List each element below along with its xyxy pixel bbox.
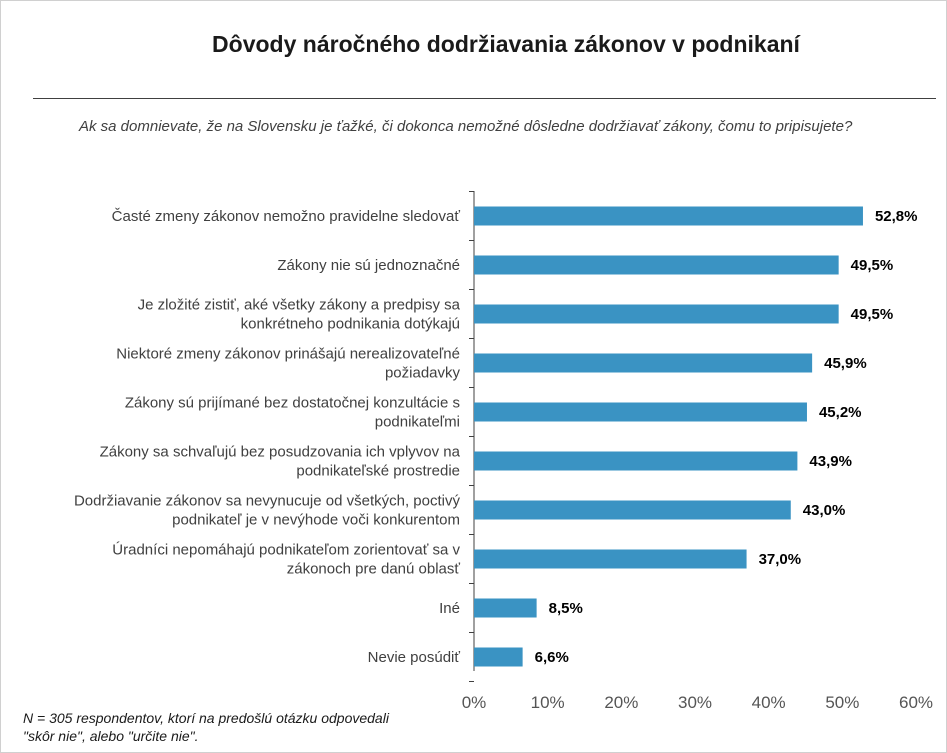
category-label: Časté zmeny zákonov nemožno pravidelne s… <box>112 208 461 225</box>
title-divider <box>33 98 936 99</box>
category-label-line: zákonoch pre danú oblasť <box>287 561 461 578</box>
bar <box>474 451 798 471</box>
value-label: 49,5% <box>851 306 894 323</box>
category-label-line: Zákony nie sú jednoznačné <box>277 257 460 274</box>
bar <box>474 647 523 667</box>
category-label-line: podnikateľ je v nevýhode voči konkurento… <box>172 512 460 529</box>
category-label-line: podnikateľmi <box>375 414 460 431</box>
x-tick-label: 0% <box>462 693 487 712</box>
category-label: Nevie posúdiť <box>368 649 461 666</box>
bar <box>474 500 791 520</box>
value-label: 6,6% <box>535 649 569 666</box>
x-tick-label: 20% <box>604 693 638 712</box>
chart-title: Dôvody náročného dodržiavania zákonov v … <box>212 31 800 57</box>
category-label-line: Je zložité zistiť, aké všetky zákony a p… <box>138 297 461 314</box>
category-label: Niektoré zmeny zákonov prinášajú nereali… <box>116 346 460 382</box>
category-label-line: Nevie posúdiť <box>368 649 461 666</box>
chart-subtitle: Ak sa domnievate, že na Slovensku je ťaž… <box>79 118 853 135</box>
bar <box>474 549 747 569</box>
x-tick-label: 10% <box>531 693 565 712</box>
category-label-line: Zákony sa schvaľujú bez posudzovania ich… <box>100 444 461 461</box>
x-tick-label: 50% <box>825 693 859 712</box>
value-label: 52,8% <box>875 208 918 225</box>
category-label-line: Časté zmeny zákonov nemožno pravidelne s… <box>112 208 461 225</box>
bar <box>474 402 807 422</box>
value-label: 37,0% <box>759 551 802 568</box>
category-label-line: Dodržiavanie zákonov sa nevynucuje od vš… <box>74 493 461 510</box>
value-label: 43,0% <box>803 502 846 519</box>
bar <box>474 304 839 324</box>
category-label: Úradníci nepomáhajú podnikateľom zorient… <box>112 542 460 578</box>
category-label-line: podnikateľské prostredie <box>296 463 460 480</box>
category-label: Zákony sa schvaľujú bez posudzovania ich… <box>100 444 461 480</box>
category-label-line: Zákony sú prijímané bez dostatočnej konz… <box>125 395 460 412</box>
category-label: Je zložité zistiť, aké všetky zákony a p… <box>138 297 461 333</box>
category-label: Zákony nie sú jednoznačné <box>277 257 460 274</box>
category-label: Iné <box>439 600 460 617</box>
value-label: 45,9% <box>824 355 867 372</box>
bar <box>474 353 813 373</box>
category-label-line: Niektoré zmeny zákonov prinášajú nereali… <box>116 346 460 363</box>
x-tick-label: 40% <box>752 693 786 712</box>
category-label: Dodržiavanie zákonov sa nevynucuje od vš… <box>74 493 461 529</box>
category-label-line: Úradníci nepomáhajú podnikateľom zorient… <box>112 542 460 559</box>
value-label: 45,2% <box>819 404 862 421</box>
bar <box>474 598 537 618</box>
value-label: 49,5% <box>851 257 894 274</box>
value-label: 8,5% <box>549 600 583 617</box>
category-label-line: konkrétneho podnikania dotýkajú <box>241 316 460 333</box>
x-tick-label: 30% <box>678 693 712 712</box>
x-tick-label: 60% <box>899 693 933 712</box>
category-label: Zákony sú prijímané bez dostatočnej konz… <box>125 395 460 431</box>
value-label: 43,9% <box>809 453 852 470</box>
footnote: N = 305 respondentov, ktorí na predošlú … <box>23 710 389 744</box>
bar <box>474 255 839 275</box>
bar <box>474 206 863 226</box>
category-label-line: požiadavky <box>385 365 461 382</box>
category-label-line: Iné <box>439 600 460 617</box>
